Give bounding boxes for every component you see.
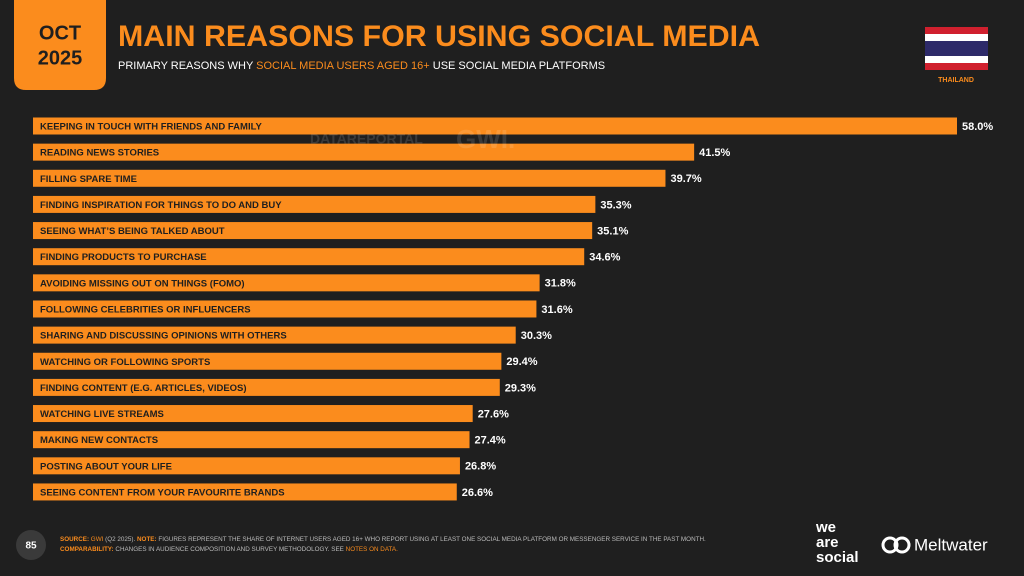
category-label: MAKING NEW CONTACTS	[40, 435, 158, 446]
value-label: 30.3%	[521, 330, 552, 342]
bar	[33, 248, 585, 266]
flag-blue	[925, 41, 988, 56]
comparability: CHANGES IN AUDIENCE COMPOSITION AND SURV…	[115, 546, 344, 553]
bar	[33, 143, 695, 161]
source-date: (Q2 2025).	[105, 536, 135, 543]
bar	[33, 326, 516, 344]
category-label: SEEING CONTENT FROM YOUR FAVOURITE BRAND…	[40, 487, 285, 498]
logo-we: we	[815, 519, 836, 536]
source-label: SOURCE:	[60, 536, 89, 543]
bar	[33, 117, 957, 135]
badge-year: 2025	[38, 47, 83, 69]
page-number: 85	[25, 541, 37, 552]
subtitle-start: PRIMARY REASONS WHY	[118, 60, 254, 72]
value-label: 27.4%	[475, 435, 506, 447]
category-label: AVOIDING MISSING OUT ON THINGS (FOMO)	[40, 278, 245, 289]
bar	[33, 483, 457, 501]
notes-link[interactable]: NOTES ON DATA.	[346, 546, 398, 553]
flag-red-top	[925, 27, 988, 34]
subtitle: PRIMARY REASONS WHY SOCIAL MEDIA USERS A…	[118, 60, 605, 72]
category-label: FINDING INSPIRATION FOR THINGS TO DO AND…	[40, 200, 282, 211]
date-badge	[14, 0, 106, 90]
value-label: 58.0%	[962, 121, 993, 133]
page-number-circle	[16, 530, 46, 560]
value-label: 29.4%	[506, 356, 537, 368]
subtitle-highlight: SOCIAL MEDIA USERS AGED 16+	[256, 60, 430, 72]
category-label: SEEING WHAT’S BEING TALKED ABOUT	[40, 226, 225, 237]
watermark-left: DATAREPORTAL	[310, 131, 423, 147]
category-label: FOLLOWING CELEBRITIES OR INFLUENCERS	[40, 304, 251, 315]
logo-social: social	[816, 549, 859, 566]
value-label: 39.7%	[670, 173, 701, 185]
meltwater-icon-ring	[881, 536, 899, 554]
value-label: 41.5%	[699, 147, 730, 159]
bar	[33, 274, 540, 292]
meltwater-icon	[881, 536, 911, 554]
value-label: 27.6%	[478, 408, 509, 420]
note-label: NOTE:	[137, 536, 157, 543]
footer-line-2: COMPARABILITY: CHANGES IN AUDIENCE COMPO…	[60, 546, 398, 553]
bar	[33, 222, 593, 240]
subtitle-end: USE SOCIAL MEDIA PLATFORMS	[433, 60, 605, 72]
bar	[33, 457, 460, 475]
logo-are: are	[816, 534, 839, 551]
value-label: 26.6%	[462, 487, 493, 499]
value-label: 29.3%	[505, 382, 536, 394]
logo-meltwater: Meltwater	[914, 535, 988, 554]
category-label: POSTING ABOUT YOUR LIFE	[40, 461, 172, 472]
category-label: WATCHING OR FOLLOWING SPORTS	[40, 357, 210, 368]
value-label: 26.8%	[465, 461, 496, 473]
category-label: KEEPING IN TOUCH WITH FRIENDS AND FAMILY	[40, 122, 263, 133]
note: FIGURES REPRESENT THE SHARE OF INTERNET …	[158, 536, 706, 543]
bar-chart: KEEPING IN TOUCH WITH FRIENDS AND FAMILY…	[33, 117, 993, 501]
value-label: 31.6%	[541, 304, 572, 316]
title: MAIN REASONS FOR USING SOCIAL MEDIA	[118, 20, 760, 53]
country-label: THAILAND	[938, 77, 974, 84]
bar	[33, 195, 596, 213]
watermark-right: GWI.	[456, 124, 515, 154]
comparability-label: COMPARABILITY:	[60, 546, 114, 553]
value-label: 35.1%	[597, 225, 628, 237]
bar	[33, 431, 470, 449]
value-label: 31.8%	[545, 278, 576, 290]
category-label: WATCHING LIVE STREAMS	[40, 409, 164, 420]
bar	[33, 352, 502, 370]
bar	[33, 300, 537, 318]
meltwater-icon-ring	[893, 536, 911, 554]
value-label: 35.3%	[600, 199, 631, 211]
category-label: SHARING AND DISCUSSING OPINIONS WITH OTH…	[40, 331, 287, 342]
category-label: FINDING PRODUCTS TO PURCHASE	[40, 252, 207, 263]
category-label: FINDING CONTENT (E.G. ARTICLES, VIDEOS)	[40, 383, 247, 394]
bar	[33, 405, 473, 423]
badge-month: OCT	[39, 22, 81, 44]
flag	[925, 27, 988, 70]
category-label: FILLING SPARE TIME	[40, 174, 137, 185]
footer-line-1: SOURCE: GWI (Q2 2025). NOTE: FIGURES REP…	[60, 536, 706, 543]
flag-red-bottom	[925, 63, 988, 70]
bar	[33, 169, 666, 187]
source: GWI	[91, 536, 104, 543]
bar	[33, 378, 500, 396]
category-label: READING NEWS STORIES	[40, 148, 159, 159]
value-label: 34.6%	[589, 252, 620, 264]
